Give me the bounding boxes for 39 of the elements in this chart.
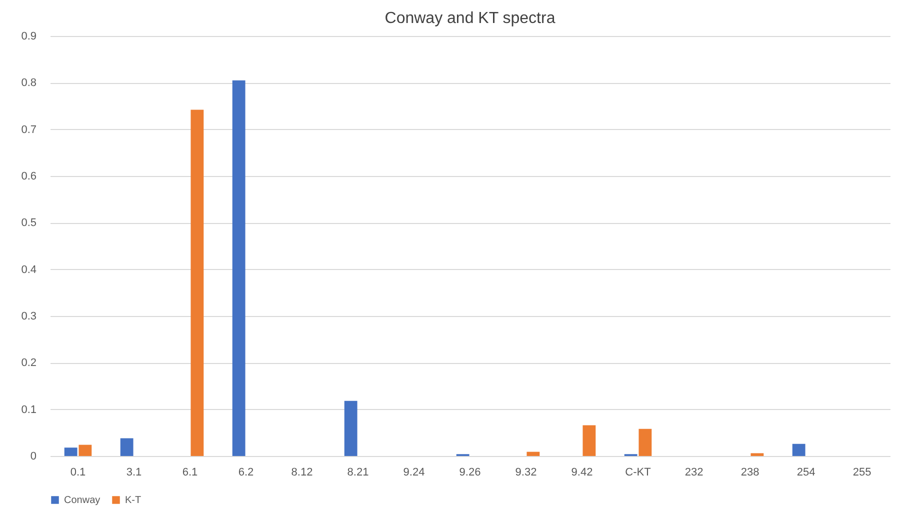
x-tick-label: 9.26: [459, 466, 481, 478]
bar: [792, 444, 806, 456]
x-tick-label: 8.12: [291, 466, 313, 478]
x-tick-label: 6.1: [182, 466, 198, 478]
y-tick-label: 0.9: [21, 30, 36, 42]
y-tick-label: 0.5: [21, 217, 36, 230]
x-tick-label: 6.2: [238, 466, 254, 478]
bar: [190, 110, 204, 456]
x-tick-label: 232: [684, 466, 704, 478]
x-tick-label: C-KT: [625, 466, 652, 478]
x-tick-label: 9.24: [403, 466, 425, 478]
x-tick-label: 9.32: [515, 466, 537, 478]
x-tick-label: 3.1: [126, 466, 142, 478]
bar: [64, 448, 78, 456]
x-tick-label: 9.42: [571, 466, 593, 478]
y-tick-label: 0.7: [21, 124, 36, 136]
bar: [526, 452, 540, 456]
bar: [78, 444, 92, 456]
y-tick-label: 0.3: [21, 310, 36, 322]
bar: [344, 400, 358, 456]
x-tick-label: 238: [740, 466, 760, 478]
x-tick-label: 254: [796, 466, 816, 478]
bar: [120, 438, 134, 456]
y-tick-label: 0.2: [21, 357, 36, 370]
y-tick-label: 0.6: [21, 170, 36, 182]
y-tick-label: 0.1: [21, 404, 36, 416]
x-tick-label: 0.1: [70, 466, 86, 478]
x-tick-label: 8.21: [347, 466, 369, 478]
chart-title: Conway and KT spectra: [384, 10, 556, 27]
legend-label: Conway: [64, 495, 100, 506]
bar: [638, 428, 652, 456]
y-tick-label: 0.4: [21, 264, 36, 276]
bar: [750, 453, 764, 456]
bar: [232, 80, 246, 456]
y-tick-label: 0: [30, 450, 36, 462]
x-tick-label: 255: [852, 466, 872, 478]
legend-label: K-T: [125, 495, 142, 506]
y-tick-label: 0.8: [21, 77, 36, 90]
bar: [582, 425, 596, 456]
